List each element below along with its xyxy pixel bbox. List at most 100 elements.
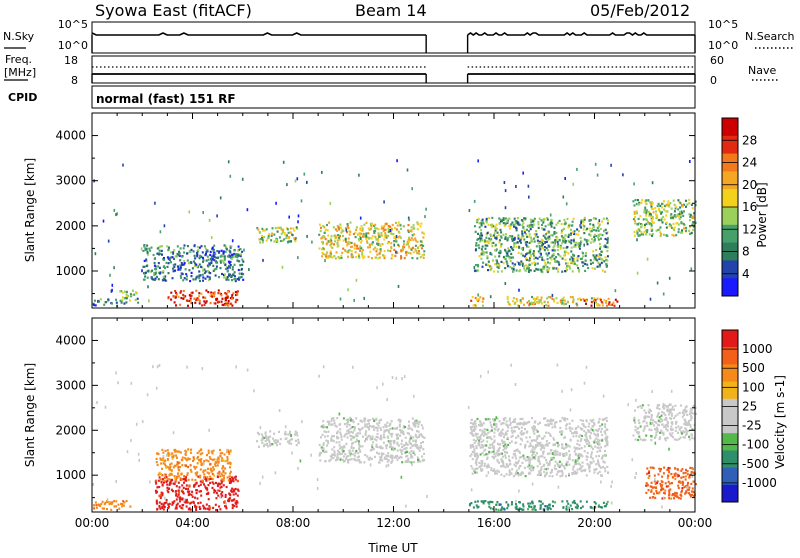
heatmap-cell: [336, 230, 338, 232]
heatmap-cell: [419, 450, 421, 452]
heatmap-cell: [386, 444, 388, 446]
heatmap-cell: [297, 220, 299, 223]
heatmap-cell: [339, 235, 341, 237]
heatmap-cell: [604, 433, 606, 435]
heatmap-cell: [561, 271, 563, 273]
heatmap-cell: [597, 236, 599, 238]
heatmap-cell: [583, 232, 585, 234]
heatmap-cell: [602, 234, 604, 236]
heatmap-cell: [584, 217, 586, 219]
heatmap-cell: [274, 442, 276, 444]
heatmap-cell: [199, 506, 201, 508]
heatmap-cell: [481, 253, 483, 255]
heatmap-cell: [223, 470, 225, 472]
heatmap-cell: [504, 508, 506, 510]
heatmap-cell: [474, 468, 476, 470]
heatmap-cell: [549, 506, 551, 508]
heatmap-cell: [479, 240, 481, 242]
heatmap-cell: [518, 474, 520, 476]
heatmap-cell: [674, 210, 676, 212]
heatmap-cell: [143, 245, 145, 247]
heatmap-cell: [575, 244, 577, 246]
heatmap-cell: [534, 264, 536, 266]
heatmap-cell: [157, 265, 159, 267]
heatmap-cell: [158, 278, 160, 280]
heatmap-cell: [634, 204, 636, 206]
heatmap-cell: [673, 409, 675, 411]
heatmap-cell: [104, 502, 106, 504]
heatmap-cell: [118, 508, 120, 510]
heatmap-cell: [496, 259, 498, 261]
cpid-panel: CPID normal (fast) 151 RF: [8, 86, 695, 108]
heatmap-cell: [544, 246, 546, 248]
heatmap-cell: [604, 271, 606, 273]
heatmap-cell: [669, 433, 671, 435]
heatmap-cell: [160, 473, 162, 475]
heatmap-cell: [548, 252, 550, 254]
heatmap-cell: [371, 257, 373, 259]
heatmap-cell: [506, 221, 508, 223]
heatmap-cell: [227, 476, 229, 478]
heatmap-cell: [227, 291, 229, 293]
heatmap-cell: [230, 471, 232, 473]
heatmap-cell: [259, 231, 261, 233]
heatmap-cell: [651, 228, 653, 230]
heatmap-cell: [660, 430, 662, 432]
heatmap-cell: [479, 420, 481, 422]
noise-tick-left-bottom: 10^0: [58, 39, 88, 52]
heatmap-cell: [561, 443, 563, 445]
heatmap-cell: [586, 443, 588, 445]
heatmap-cell: [337, 225, 339, 227]
heatmap-cell: [413, 440, 415, 442]
freq-label-1: Freq.: [5, 53, 32, 66]
heatmap-cell: [229, 499, 231, 501]
heatmap-cell: [338, 237, 340, 239]
heatmap-cell: [549, 460, 551, 462]
heatmap-cell: [598, 462, 600, 464]
heatmap-cell: [507, 298, 509, 300]
heatmap-cell: [661, 206, 663, 208]
heatmap-cell: [651, 417, 653, 419]
heatmap-cell: [555, 468, 557, 470]
heatmap-cell: [288, 216, 290, 219]
heatmap-cell: [561, 235, 563, 237]
heatmap-cell: [610, 304, 612, 306]
heatmap-cell: [637, 439, 639, 441]
heatmap-cell: [592, 419, 594, 421]
heatmap-cell: [280, 438, 282, 440]
heatmap-cell: [356, 439, 358, 441]
heatmap-cell: [637, 199, 639, 201]
heatmap-cell: [376, 248, 378, 250]
heatmap-cell: [584, 445, 586, 447]
heatmap-cell: [590, 456, 592, 458]
heatmap-cell: [670, 425, 672, 427]
heatmap-cell: [156, 508, 158, 510]
heatmap-cell: [605, 246, 607, 248]
heatmap-cell: [263, 236, 265, 238]
heatmap-cell: [537, 221, 539, 223]
heatmap-cell: [645, 203, 647, 205]
heatmap-cell: [212, 265, 214, 267]
heatmap-cell: [380, 446, 382, 448]
heatmap-cell: [413, 461, 415, 463]
heatmap-cell: [494, 249, 496, 251]
heatmap-cell: [472, 467, 474, 469]
heatmap-cell: [340, 459, 342, 461]
heatmap-cell: [536, 245, 538, 247]
heatmap-cell: [565, 428, 567, 430]
heatmap-cell: [391, 233, 393, 235]
heatmap-cell: [607, 237, 609, 239]
heatmap-cell: [494, 232, 496, 234]
heatmap-cell: [553, 233, 555, 235]
heatmap-cell: [494, 470, 496, 472]
heatmap-cell: [418, 421, 420, 423]
heatmap-cell: [479, 255, 481, 257]
heatmap-cell: [362, 230, 364, 232]
heatmap-cell: [292, 234, 294, 236]
heatmap-cell: [572, 459, 574, 461]
heatmap-cell: [530, 219, 532, 221]
heatmap-cell: [153, 254, 155, 256]
heatmap-cell: [234, 264, 236, 266]
heatmap-cell: [343, 240, 345, 242]
heatmap-cell: [527, 503, 529, 505]
